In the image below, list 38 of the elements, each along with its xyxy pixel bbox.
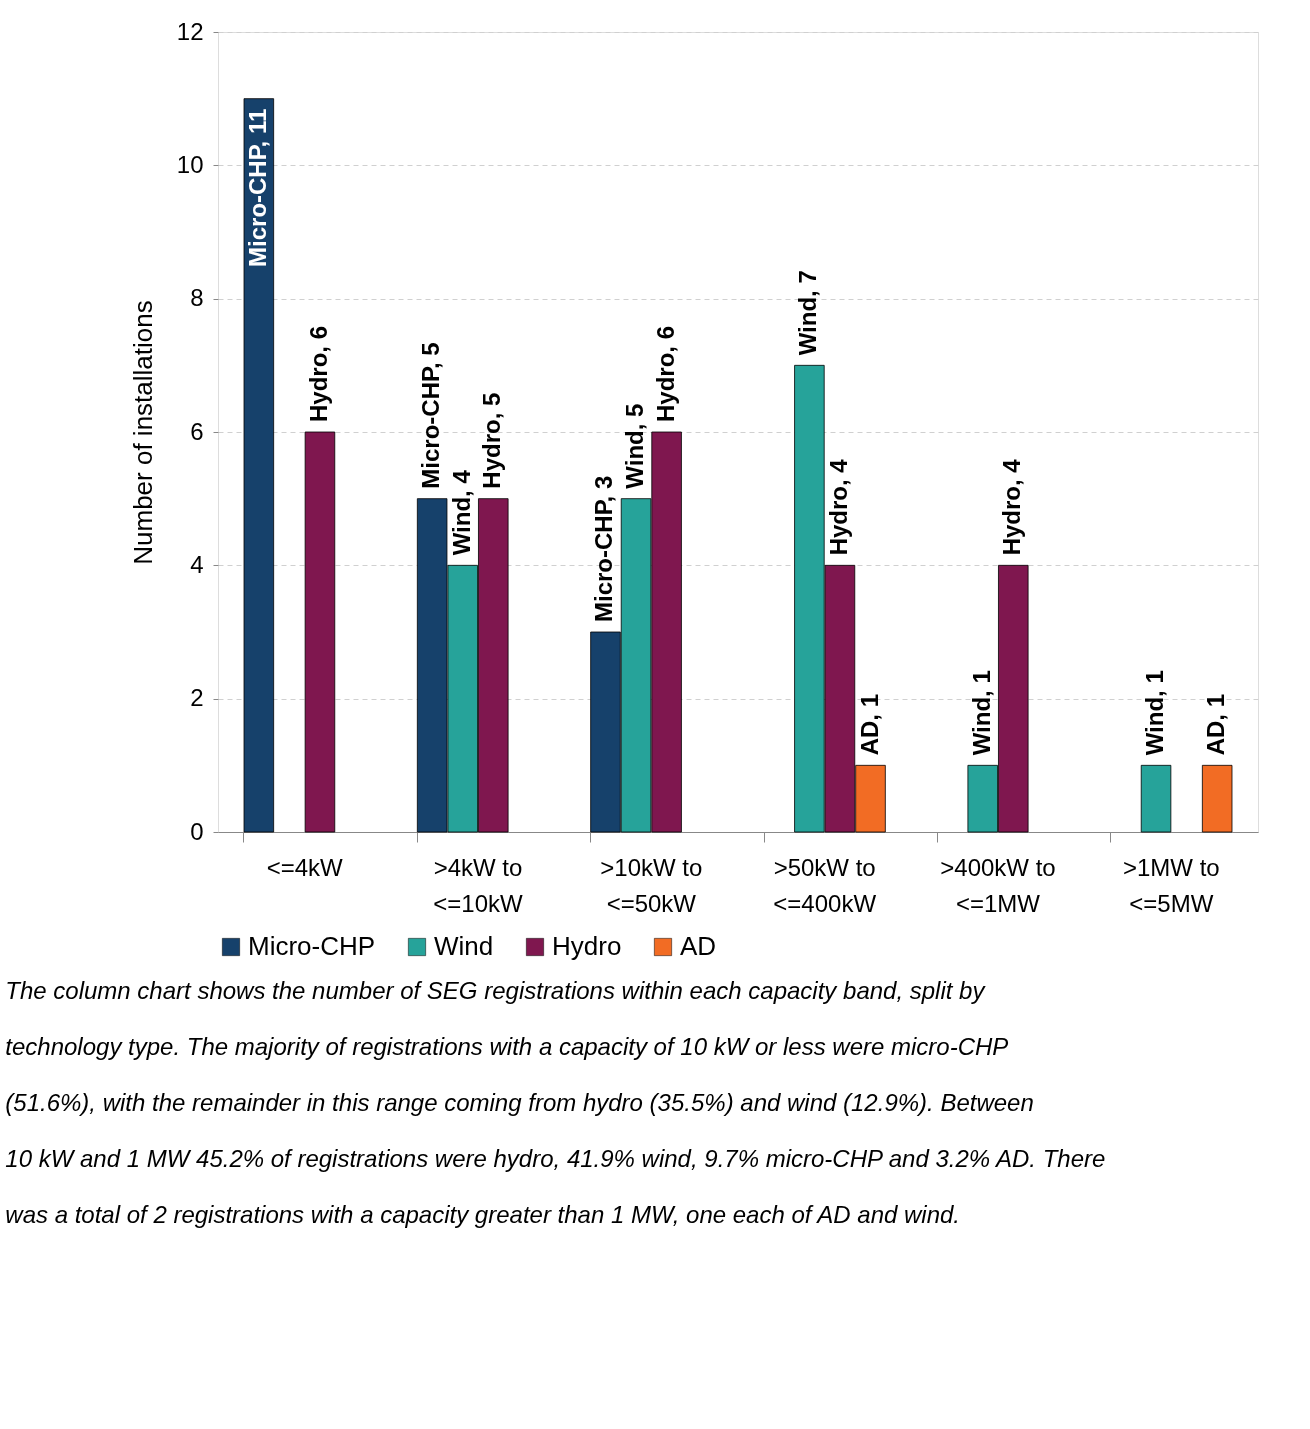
x-tick-label: >10kW to <=50kW: [600, 853, 703, 917]
bar: [304, 431, 336, 833]
data-label: Hydro, 4: [824, 458, 852, 556]
text: The column chart shows the number of SEG registrations within each capacity band, split by technology type. The majority of registrations with a capacity of 10 kW or less were micro-CHP (51.6%), with the remainder in this range coming from hydro (35.5%) and wind (12.9%). Between 10 kW and 1 MW 45.2% of registrations were hydro, 41.9% wind, 9.7% micro-CHP and 3.2% AD. There was a total of 2 registrations with a capacity greater than 1 MW, one each of AD and wind.: [5, 977, 1106, 1228]
bar: [243, 98, 275, 833]
data-label: Wind, 7: [794, 270, 822, 356]
data-label: Micro-CHP, 3: [590, 475, 618, 622]
x-tick-label: >1MW to <=5MW: [1122, 853, 1220, 917]
data-label: Wind, 1: [1141, 670, 1169, 756]
x-tick-label: <=4kW: [266, 853, 344, 881]
y-tick-label: 8: [190, 284, 204, 312]
bar: [1140, 764, 1172, 833]
x-tick-label: >400kW to <=1MW: [940, 853, 1056, 917]
y-tick-label: 0: [190, 817, 204, 845]
y-tick-label: 2: [190, 684, 204, 712]
data-label: Wind, 5: [621, 403, 649, 489]
bar: [1201, 764, 1233, 833]
legend-label: Wind: [434, 931, 494, 961]
data-label: AD, 1: [855, 693, 883, 756]
data-label: Wind, 4: [447, 469, 475, 556]
x-tick-label: >50kW to <=400kW: [773, 853, 877, 917]
data-label: Hydro, 6: [304, 325, 332, 422]
legend-label: Micro-CHP: [248, 931, 376, 961]
data-label: AD, 1: [1202, 693, 1230, 756]
y-tick-label: 6: [190, 417, 204, 445]
data-label: Hydro, 5: [478, 392, 506, 489]
data-label: Wind, 1: [967, 670, 995, 756]
data-label: Micro-CHP, 5: [417, 342, 445, 489]
y-tick-label: 10: [176, 150, 204, 178]
data-label: Hydro, 6: [651, 325, 679, 422]
data-label: Micro-CHP, 11: [243, 108, 271, 267]
y-axis-title: Number of installations: [127, 300, 158, 565]
y-tick-label: 4: [190, 550, 204, 578]
legend-label: AD: [680, 931, 717, 961]
y-tick-label: 12: [176, 17, 204, 45]
legend-label: Hydro: [552, 931, 622, 961]
data-label: Hydro, 4: [998, 458, 1026, 556]
x-tick-label: >4kW to <=10kW: [433, 853, 524, 917]
